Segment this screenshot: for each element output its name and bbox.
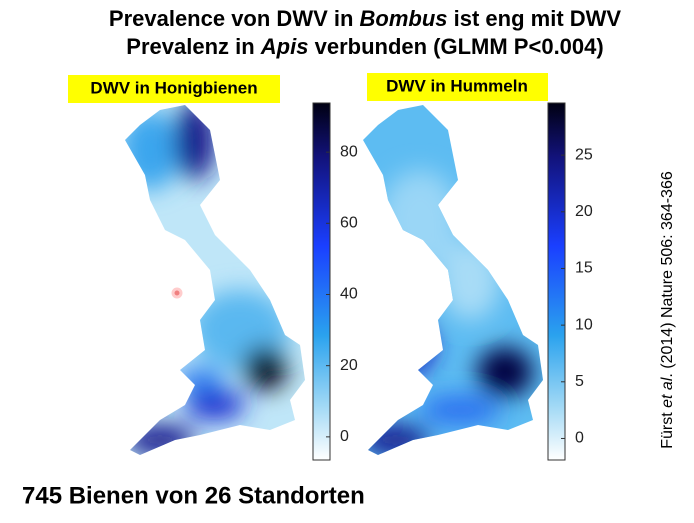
map-label: DWV in Hummeln bbox=[386, 76, 528, 95]
footer: 745 Bienen von 26 Standorten bbox=[22, 482, 365, 509]
colorbar-tick-label: 20 bbox=[575, 203, 593, 220]
colorbar-tick-label: 5 bbox=[575, 373, 584, 390]
colorbar-tick-label: 25 bbox=[575, 146, 593, 163]
citation-text: et al bbox=[659, 377, 676, 408]
colorbar-tick-label: 60 bbox=[340, 215, 358, 232]
title-line: Prevalenz in Apis verbunden (GLMM P<0.00… bbox=[126, 34, 603, 59]
citation-text: Fürst bbox=[659, 408, 676, 449]
title-text: Apis bbox=[260, 34, 309, 59]
title-text: verbunden (GLMM P<0.004) bbox=[308, 34, 603, 59]
colorbar-tick-label: 0 bbox=[575, 430, 584, 447]
site-marker bbox=[171, 287, 183, 299]
map-honigbienen bbox=[125, 105, 305, 455]
title-text: ist eng mit DWV bbox=[448, 6, 622, 31]
title-line: Prevalence von DWV in Bombus ist eng mit… bbox=[109, 6, 622, 31]
colorbar-tick-label: 10 bbox=[575, 316, 593, 333]
colorbar-tick-label: 15 bbox=[575, 260, 593, 277]
citation-text: . (2014) Nature 506: 364-366 bbox=[659, 171, 676, 377]
colorbar-tick-label: 40 bbox=[340, 286, 358, 303]
title-text: Prevalenz in bbox=[126, 34, 261, 59]
colorbar-tick-label: 20 bbox=[340, 357, 358, 374]
title-text: Bombus bbox=[360, 6, 448, 31]
colorbar-tick-label: 80 bbox=[340, 143, 358, 160]
label-box bbox=[367, 73, 548, 101]
colorbar bbox=[547, 102, 566, 461]
title-text: Prevalence von DWV in bbox=[109, 6, 360, 31]
citation: Fürst et al. (2014) Nature 506: 364-366 bbox=[659, 171, 676, 449]
map-label: DWV in Honigbienen bbox=[90, 78, 257, 97]
colorbar-tick-label: 0 bbox=[340, 428, 349, 445]
colorbar bbox=[312, 102, 331, 461]
label-box bbox=[68, 75, 280, 103]
map-hummeln bbox=[363, 105, 543, 455]
